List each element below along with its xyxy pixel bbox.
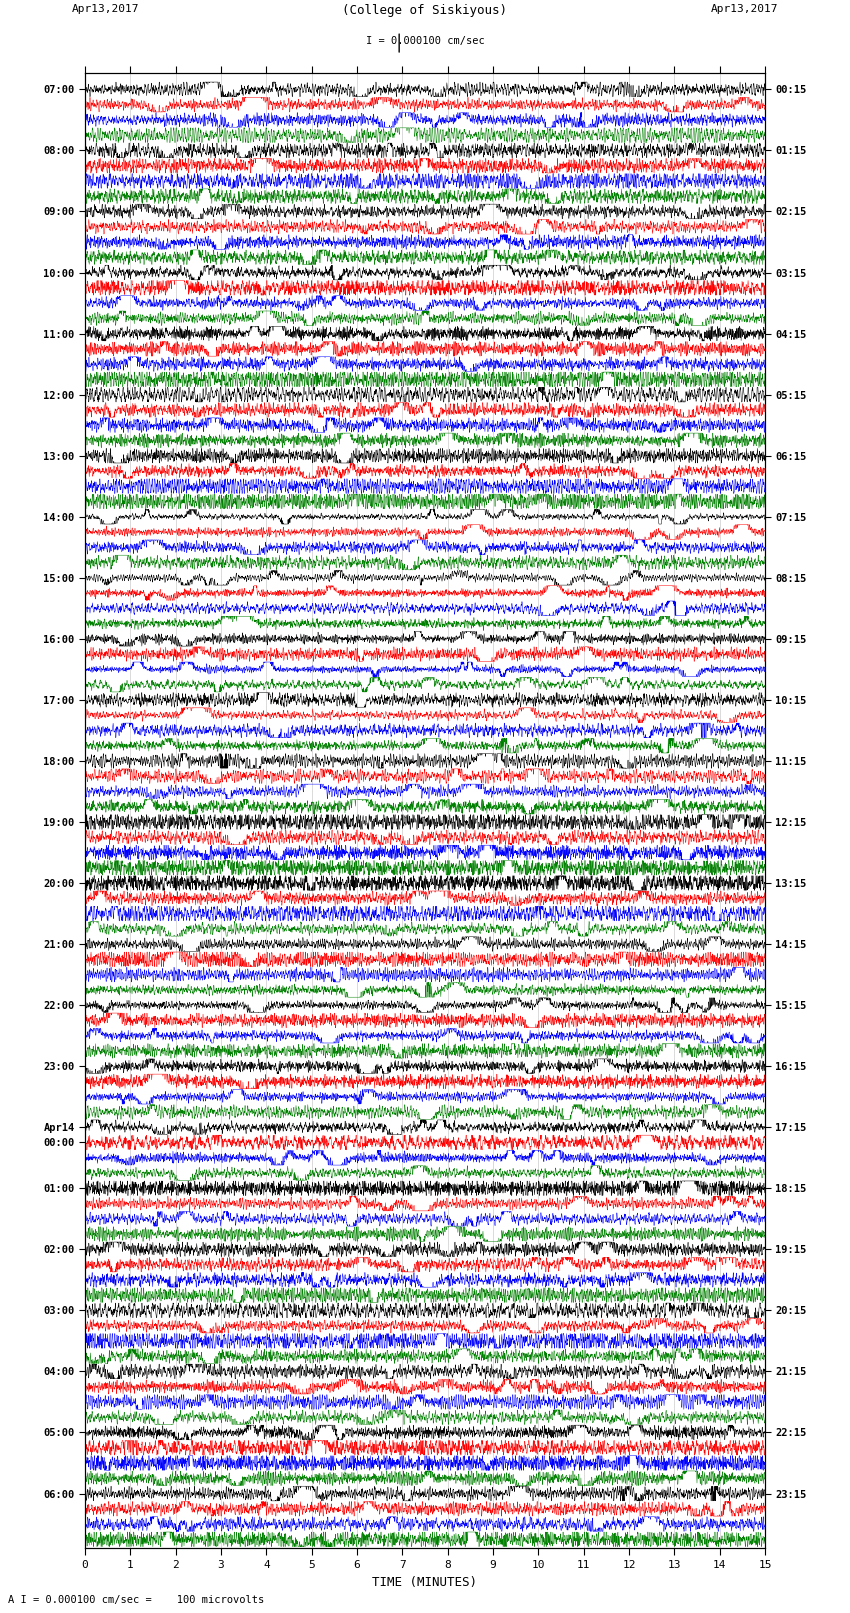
Text: Apr13,2017: Apr13,2017	[71, 3, 139, 13]
X-axis label: TIME (MINUTES): TIME (MINUTES)	[372, 1576, 478, 1589]
Text: Apr13,2017: Apr13,2017	[711, 3, 779, 13]
Text: A I = 0.000100 cm/sec =    100 microvolts: A I = 0.000100 cm/sec = 100 microvolts	[8, 1595, 264, 1605]
Text: I = 0.000100 cm/sec: I = 0.000100 cm/sec	[366, 35, 484, 47]
Text: (College of Siskiyous): (College of Siskiyous)	[343, 3, 507, 16]
